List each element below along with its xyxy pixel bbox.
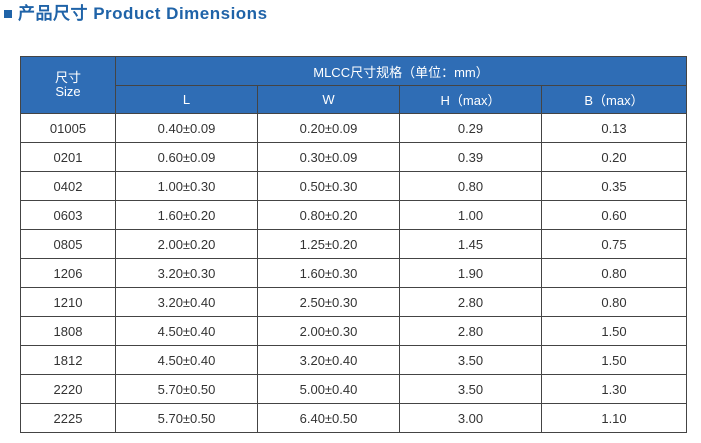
group-header: MLCC尺寸规格（单位：mm） bbox=[115, 56, 687, 86]
table-cell: 2.80 bbox=[399, 316, 542, 346]
table-cell: 0603 bbox=[20, 200, 116, 230]
table-row: 1206 3.20±0.30 1.60±0.30 1.90 0.80 bbox=[20, 258, 687, 288]
table-cell: 0201 bbox=[20, 142, 116, 172]
table-row: 0201 0.60±0.09 0.30±0.09 0.39 0.20 bbox=[20, 142, 687, 172]
title-text: 产品尺寸 Product Dimensions bbox=[18, 4, 268, 23]
table-cell: 0.20 bbox=[541, 142, 687, 172]
table-cell: 2.80 bbox=[399, 287, 542, 317]
table-cell: 1812 bbox=[20, 345, 116, 375]
table-row: 01005 0.40±0.09 0.20±0.09 0.29 0.13 bbox=[20, 113, 687, 143]
table-cell: 4.50±0.40 bbox=[115, 345, 258, 375]
table-cell: 0.39 bbox=[399, 142, 542, 172]
column-header: H（max） bbox=[399, 85, 542, 114]
table-cell: 1.00 bbox=[399, 200, 542, 230]
table-row: 0402 1.00±0.30 0.50±0.30 0.80 0.35 bbox=[20, 171, 687, 201]
table-cell: 0.50±0.30 bbox=[257, 171, 400, 201]
table-cell: 1.10 bbox=[541, 403, 687, 433]
title-icon bbox=[4, 10, 12, 18]
table-cell: 3.00 bbox=[399, 403, 542, 433]
table-cell: 5.70±0.50 bbox=[115, 403, 258, 433]
table-cell: 1.30 bbox=[541, 374, 687, 404]
table-cell: 0.35 bbox=[541, 171, 687, 201]
table-row: 2225 5.70±0.50 6.40±0.50 3.00 1.10 bbox=[20, 403, 687, 433]
table-cell: 0.60±0.09 bbox=[115, 142, 258, 172]
table-cell: 0.80 bbox=[541, 287, 687, 317]
table-cell: 0.75 bbox=[541, 229, 687, 259]
table-cell: 0.80±0.20 bbox=[257, 200, 400, 230]
section-title: 产品尺寸 Product Dimensions bbox=[4, 3, 268, 25]
column-header: L bbox=[115, 85, 258, 114]
table-cell: 0.80 bbox=[541, 258, 687, 288]
table-cell: 0.29 bbox=[399, 113, 542, 143]
table-cell: 2225 bbox=[20, 403, 116, 433]
size-header-cn: 尺寸 bbox=[54, 70, 81, 85]
table-row: 2220 5.70±0.50 5.00±0.40 3.50 1.30 bbox=[20, 374, 687, 404]
table-cell: 1.25±0.20 bbox=[257, 229, 400, 259]
table-cell: 1.45 bbox=[399, 229, 542, 259]
table-cell: 01005 bbox=[20, 113, 116, 143]
table-cell: 2.00±0.30 bbox=[257, 316, 400, 346]
table-cell: 2.00±0.20 bbox=[115, 229, 258, 259]
table-cell: 0.20±0.09 bbox=[257, 113, 400, 143]
table-cell: 1.60±0.20 bbox=[115, 200, 258, 230]
table-cell: 0.40±0.09 bbox=[115, 113, 258, 143]
table-row: 1808 4.50±0.40 2.00±0.30 2.80 1.50 bbox=[20, 316, 687, 346]
table-cell: 5.00±0.40 bbox=[257, 374, 400, 404]
table-cell: 1.60±0.30 bbox=[257, 258, 400, 288]
dimensions-table: 尺寸 Size MLCC尺寸规格（单位：mm） L W H（max） B（max） 01… bbox=[20, 56, 687, 433]
table-row: 0603 1.60±0.20 0.80±0.20 1.00 0.60 bbox=[20, 200, 687, 230]
table-row: 0805 2.00±0.20 1.25±0.20 1.45 0.75 bbox=[20, 229, 687, 259]
table-row: 1812 4.50±0.40 3.20±0.40 3.50 1.50 bbox=[20, 345, 687, 375]
table-cell: 1206 bbox=[20, 258, 116, 288]
size-header-en: Size bbox=[55, 84, 81, 99]
table-cell: 1210 bbox=[20, 287, 116, 317]
table-cell: 1.90 bbox=[399, 258, 542, 288]
table-cell: 3.50 bbox=[399, 374, 542, 404]
table-cell: 1808 bbox=[20, 316, 116, 346]
table-cell: 3.20±0.30 bbox=[115, 258, 258, 288]
table-cell: 2220 bbox=[20, 374, 116, 404]
table-cell: 4.50±0.40 bbox=[115, 316, 258, 346]
table-cell: 0402 bbox=[20, 171, 116, 201]
column-header: W bbox=[257, 85, 400, 114]
table-cell: 0.60 bbox=[541, 200, 687, 230]
table-cell: 3.20±0.40 bbox=[257, 345, 400, 375]
table-cell: 3.20±0.40 bbox=[115, 287, 258, 317]
column-header: B（max） bbox=[541, 85, 687, 114]
table-row: 1210 3.20±0.40 2.50±0.30 2.80 0.80 bbox=[20, 287, 687, 317]
table-cell: 1.50 bbox=[541, 316, 687, 346]
table-cell: 1.50 bbox=[541, 345, 687, 375]
table-cell: 3.50 bbox=[399, 345, 542, 375]
table-cell: 0805 bbox=[20, 229, 116, 259]
table-cell: 1.00±0.30 bbox=[115, 171, 258, 201]
table-cell: 5.70±0.50 bbox=[115, 374, 258, 404]
table-cell: 6.40±0.50 bbox=[257, 403, 400, 433]
table-cell: 0.80 bbox=[399, 171, 542, 201]
size-header: 尺寸 Size bbox=[20, 56, 116, 114]
table-cell: 2.50±0.30 bbox=[257, 287, 400, 317]
table-cell: 0.30±0.09 bbox=[257, 142, 400, 172]
table-cell: 0.13 bbox=[541, 113, 687, 143]
